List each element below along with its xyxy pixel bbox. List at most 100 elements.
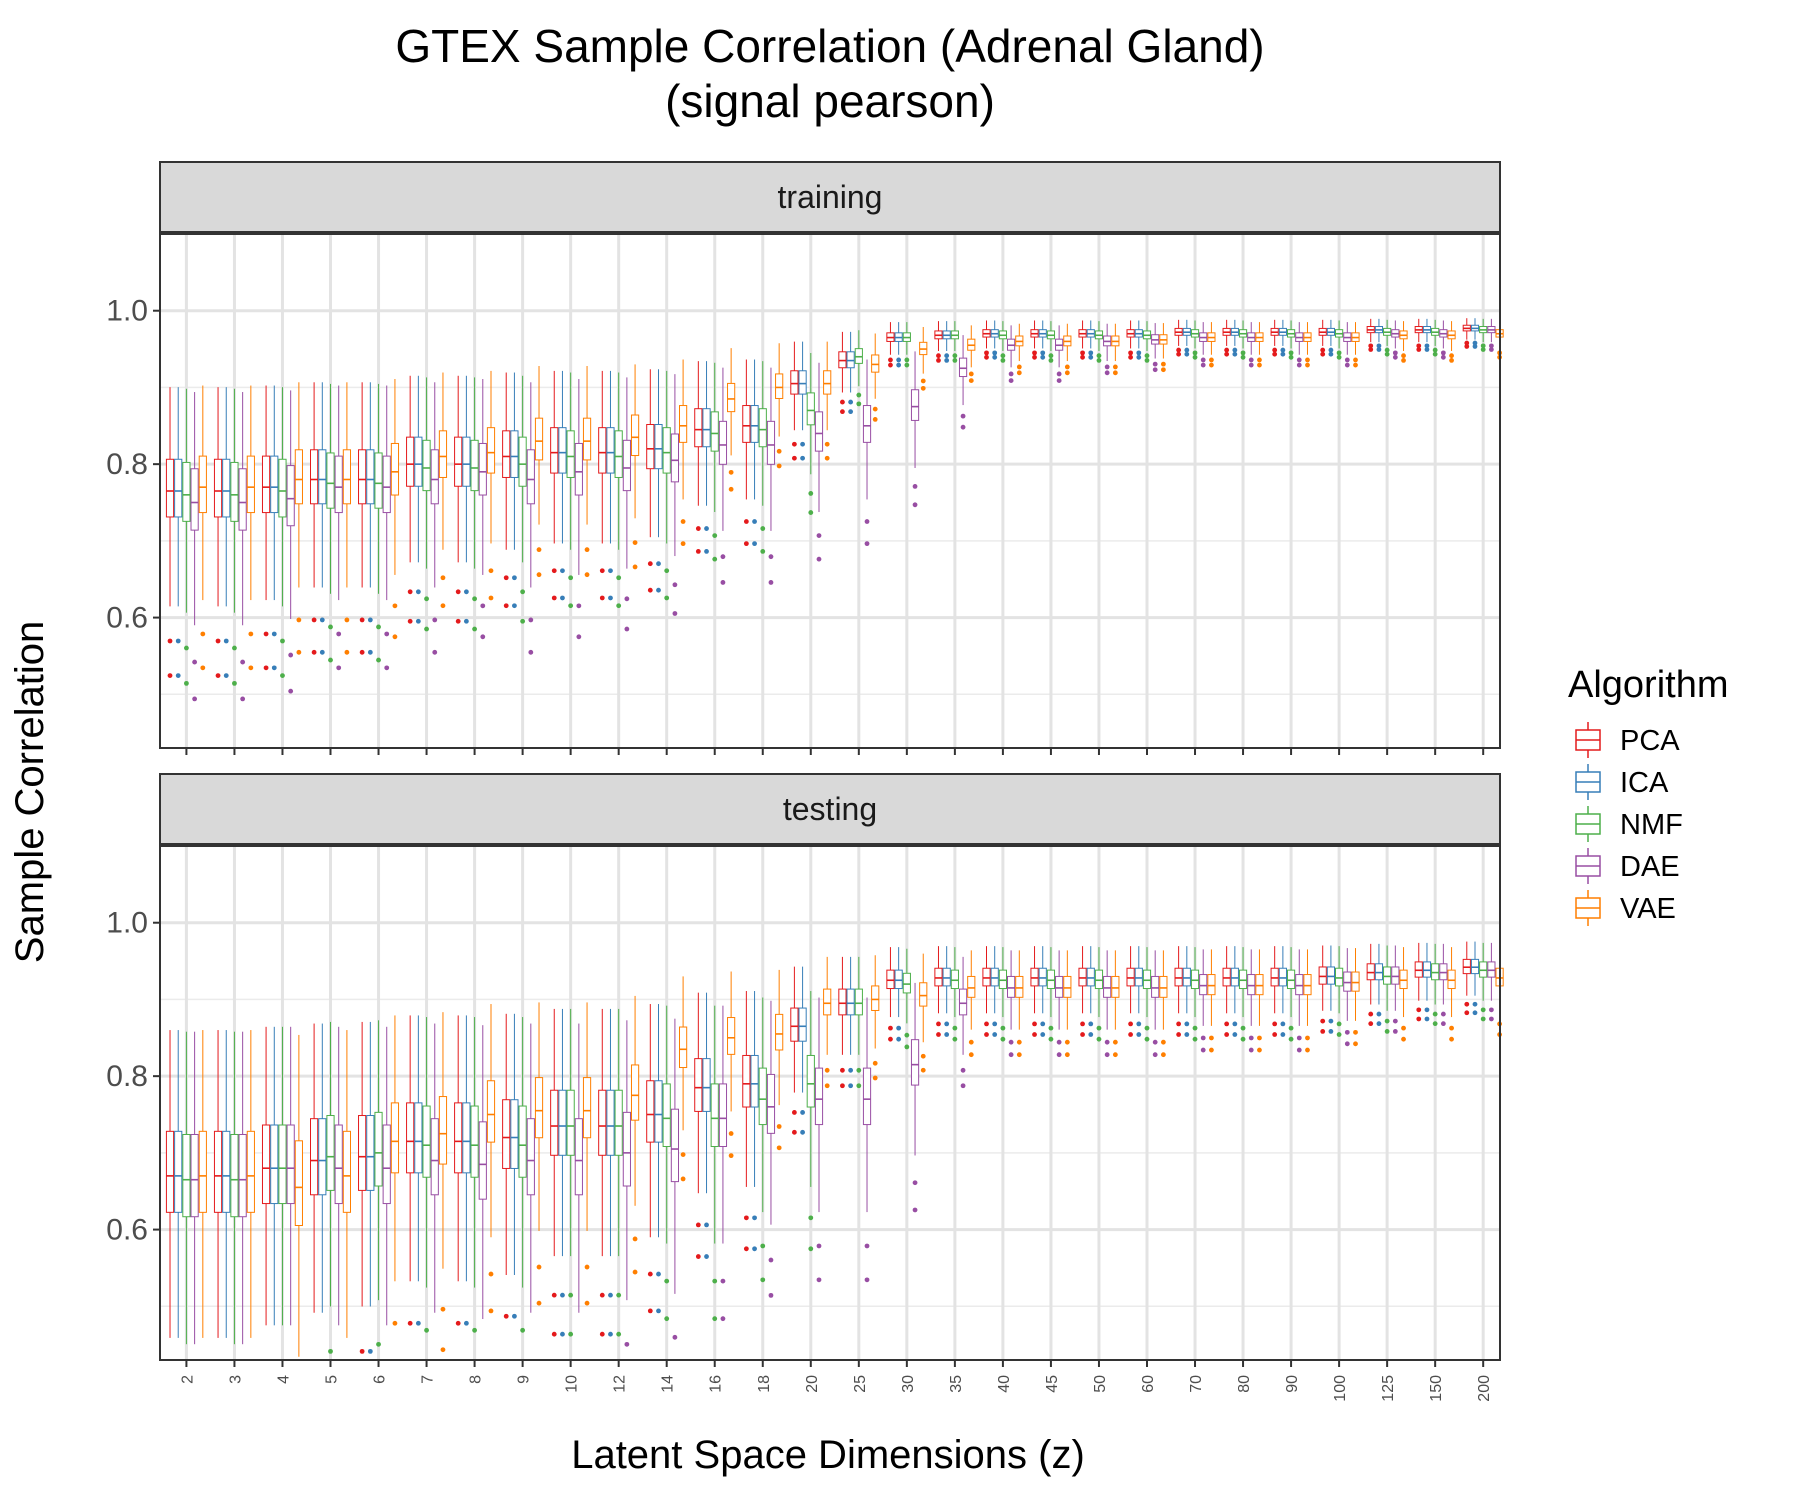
outlier-point bbox=[808, 510, 814, 515]
box-body bbox=[374, 452, 383, 509]
outlier-point bbox=[1008, 378, 1014, 383]
box-nmf-20 bbox=[806, 353, 815, 515]
outlier-point bbox=[904, 362, 910, 368]
outlier-point bbox=[1328, 1029, 1334, 1034]
box-body bbox=[662, 1083, 671, 1148]
box-nmf-30 bbox=[902, 322, 911, 368]
outlier-point bbox=[1088, 350, 1094, 356]
box-pca-70 bbox=[1174, 946, 1183, 1037]
x-tick-label: 16 bbox=[708, 1375, 725, 1393]
outlier-point bbox=[503, 575, 509, 581]
box-ica-5 bbox=[318, 382, 327, 655]
box-ica-12 bbox=[606, 370, 615, 601]
box-vae-14 bbox=[679, 976, 688, 1182]
outlier-point bbox=[904, 1032, 910, 1038]
box-vae-10 bbox=[582, 366, 592, 578]
box-pca-20 bbox=[790, 966, 799, 1135]
box-ica-125 bbox=[1374, 943, 1384, 1027]
box-pca-90 bbox=[1270, 946, 1279, 1037]
outlier-point bbox=[647, 1271, 653, 1277]
x-tick-label: 60 bbox=[1140, 1375, 1157, 1393]
outlier-point bbox=[888, 362, 893, 368]
outlier-point bbox=[536, 1264, 542, 1270]
outlier-point bbox=[1224, 1032, 1230, 1037]
box-dae-125 bbox=[1391, 945, 1400, 1034]
outlier-point bbox=[695, 1222, 701, 1228]
box-body bbox=[727, 1017, 736, 1055]
outlier-point bbox=[672, 582, 678, 588]
box-body bbox=[1351, 971, 1360, 992]
box-nmf-9 bbox=[518, 1017, 527, 1333]
outlier-point bbox=[463, 618, 469, 624]
box-ica-150 bbox=[1422, 318, 1432, 352]
x-tick-label: 200 bbox=[1476, 1375, 1493, 1402]
outlier-point bbox=[1000, 1025, 1006, 1031]
x-tick-label: 4 bbox=[275, 1375, 292, 1384]
outlier-point bbox=[280, 673, 285, 679]
outlier-point bbox=[271, 665, 277, 671]
outlier-point bbox=[952, 358, 958, 363]
box-body bbox=[1086, 967, 1095, 987]
box-pca-2 bbox=[165, 387, 175, 679]
outlier-point bbox=[536, 547, 542, 553]
box-pca-10 bbox=[550, 370, 559, 601]
box-vae-14 bbox=[679, 359, 688, 547]
outlier-point bbox=[472, 1327, 477, 1333]
outlier-point bbox=[760, 1243, 766, 1249]
outlier-point bbox=[1112, 370, 1118, 376]
outlier-point bbox=[1008, 371, 1014, 377]
outlier-point bbox=[1136, 350, 1142, 356]
legend-label-vae: VAE bbox=[1620, 893, 1676, 925]
outlier-point bbox=[1416, 1016, 1422, 1022]
outlier-point bbox=[1288, 354, 1294, 360]
box-dae-40 bbox=[1007, 325, 1016, 383]
box-body bbox=[1199, 974, 1208, 996]
outlier-point bbox=[656, 1308, 661, 1314]
box-dae-100 bbox=[1343, 948, 1352, 1047]
outlier-point bbox=[1000, 1036, 1006, 1042]
outlier-point bbox=[407, 618, 413, 624]
box-body bbox=[213, 1130, 223, 1213]
box-vae-100 bbox=[1351, 948, 1360, 1047]
box-vae-5 bbox=[342, 1030, 352, 1338]
outlier-point bbox=[440, 575, 446, 581]
outlier-point bbox=[624, 1341, 630, 1347]
box-pca-60 bbox=[1126, 320, 1135, 360]
outlier-point bbox=[1488, 1016, 1494, 1022]
legend-label-pca: PCA bbox=[1620, 725, 1680, 757]
outlier-point bbox=[440, 1347, 446, 1353]
box-pca-200 bbox=[1462, 941, 1471, 1016]
outlier-point bbox=[872, 406, 878, 412]
outlier-point bbox=[1280, 1032, 1286, 1037]
box-pca-100 bbox=[1318, 945, 1327, 1034]
outlier-point bbox=[367, 649, 373, 655]
outlier-point bbox=[1209, 362, 1214, 368]
outlier-point bbox=[1184, 1021, 1190, 1027]
box-nmf-8 bbox=[470, 377, 479, 632]
box-body bbox=[374, 1111, 383, 1187]
outlier-point bbox=[319, 649, 325, 655]
outlier-point bbox=[1200, 1035, 1206, 1041]
outlier-point bbox=[848, 1067, 854, 1073]
outlier-point bbox=[167, 673, 173, 679]
outlier-point bbox=[1192, 1036, 1198, 1042]
y-tick-label: 1.0 bbox=[106, 907, 148, 940]
outlier-point bbox=[1064, 370, 1070, 376]
x-tick-label: 14 bbox=[660, 1375, 677, 1393]
outlier-point bbox=[1128, 1021, 1133, 1027]
box-ica-3 bbox=[222, 387, 231, 679]
box-body bbox=[462, 1102, 471, 1174]
outlier-point bbox=[1048, 353, 1054, 359]
box-body bbox=[238, 468, 247, 531]
outlier-point bbox=[1257, 357, 1262, 363]
outlier-point bbox=[624, 626, 630, 632]
box-nmf-10 bbox=[566, 1008, 575, 1337]
outlier-point bbox=[791, 1129, 797, 1135]
box-body bbox=[294, 1140, 303, 1227]
outlier-point bbox=[280, 638, 285, 644]
box-body bbox=[1255, 974, 1264, 996]
box-body bbox=[358, 1115, 367, 1191]
box-nmf-6 bbox=[374, 1020, 383, 1347]
outlier-point bbox=[1368, 1021, 1374, 1027]
outlier-point bbox=[896, 1036, 902, 1042]
